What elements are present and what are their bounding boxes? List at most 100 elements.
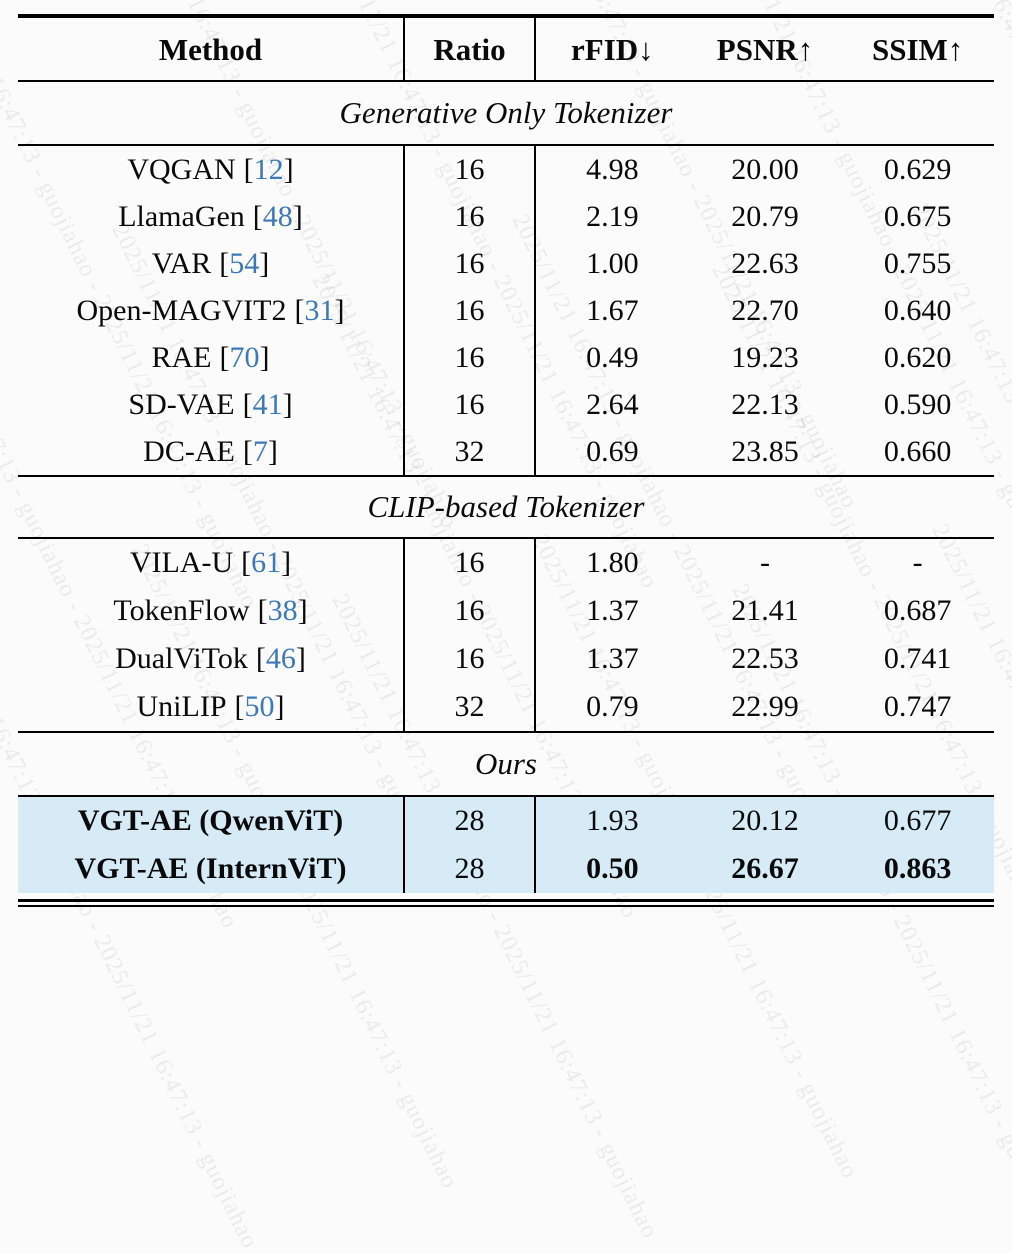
citation: [12] bbox=[243, 152, 294, 186]
citation-link[interactable]: 7 bbox=[252, 434, 268, 468]
table-header-row: Method Ratio rFID↓ PSNR↑ SSIM↑ bbox=[18, 18, 994, 80]
method-cell: SD-VAE [41] bbox=[18, 381, 403, 428]
rfid-value: 2.64 bbox=[586, 387, 639, 421]
psnr-value: 22.53 bbox=[731, 642, 799, 675]
method-name: DualViTok bbox=[115, 642, 248, 675]
citation: [46] bbox=[255, 642, 306, 675]
psnr-value: - bbox=[760, 546, 770, 579]
table-rule bbox=[18, 475, 994, 477]
psnr-value: 22.63 bbox=[731, 246, 799, 280]
citation-link[interactable]: 61 bbox=[251, 546, 282, 579]
method-name: VGT-AE (InternViT) bbox=[74, 852, 347, 885]
rfid-value: 1.80 bbox=[586, 546, 639, 579]
ratio-value: 16 bbox=[403, 635, 536, 683]
citation-link[interactable]: 54 bbox=[229, 246, 260, 280]
method-cell: VILA-U [61] bbox=[18, 539, 403, 587]
method-name: VILA-U bbox=[129, 546, 234, 579]
method-cell: RAE [70] bbox=[18, 334, 403, 381]
citation: [31] bbox=[294, 293, 345, 327]
ratio-value: 16 bbox=[403, 587, 536, 635]
table-row: DC-AE [7] 32 0.69 23.85 0.660 bbox=[18, 428, 994, 475]
psnr-value: 22.13 bbox=[731, 387, 799, 421]
citation-link[interactable]: 12 bbox=[253, 152, 284, 186]
rfid-value: 2.19 bbox=[586, 199, 639, 233]
psnr-value: 26.67 bbox=[731, 852, 799, 885]
section-title-ours: Ours bbox=[474, 746, 537, 781]
method-name: VGT-AE (QwenViT) bbox=[77, 804, 344, 837]
method-name: VQGAN bbox=[127, 152, 236, 186]
table-rule bbox=[18, 731, 994, 733]
ratio-value: 16 bbox=[403, 193, 536, 240]
citation-link[interactable]: 38 bbox=[267, 594, 298, 627]
ratio-value: 28 bbox=[403, 797, 536, 845]
rfid-value: 4.98 bbox=[586, 152, 639, 186]
ssim-value: 0.590 bbox=[883, 387, 952, 421]
citation: [41] bbox=[242, 387, 293, 421]
ssim-value: 0.620 bbox=[883, 340, 952, 374]
ratio-value: 32 bbox=[403, 683, 536, 731]
table-bottom-rule bbox=[18, 899, 994, 907]
psnr-value: 20.00 bbox=[731, 152, 799, 186]
col-header-psnr: PSNR↑ bbox=[716, 31, 814, 67]
ssim-value: 0.677 bbox=[883, 804, 952, 837]
table-row: VQGAN [12] 16 4.98 20.00 0.629 bbox=[18, 146, 994, 193]
citation-link[interactable]: 46 bbox=[265, 642, 296, 675]
citation-link[interactable]: 50 bbox=[244, 690, 275, 723]
table-row: SD-VAE [41] 16 2.64 22.13 0.590 bbox=[18, 381, 994, 428]
ssim-value: 0.629 bbox=[883, 152, 952, 186]
rfid-value: 1.93 bbox=[586, 804, 639, 837]
rfid-value: 1.00 bbox=[586, 246, 639, 280]
table-row: LlamaGen [48] 16 2.19 20.79 0.675 bbox=[18, 193, 994, 240]
citation-link[interactable]: 48 bbox=[262, 199, 293, 233]
ssim-value: 0.675 bbox=[883, 199, 952, 233]
method-name: Open-MAGVIT2 bbox=[76, 293, 287, 327]
col-header-method: Method bbox=[158, 31, 263, 67]
method-name: UniLIP bbox=[136, 690, 227, 723]
section-title-clip: CLIP-based Tokenizer bbox=[367, 489, 645, 524]
method-cell: VGT-AE (InternViT) bbox=[18, 845, 403, 893]
method-name: RAE bbox=[151, 340, 212, 374]
method-name: TokenFlow bbox=[113, 594, 250, 627]
citation: [38] bbox=[257, 594, 308, 627]
ssim-value: - bbox=[912, 546, 923, 579]
table-row-ours-internvit: VGT-AE (InternViT) 28 0.50 26.67 0.863 bbox=[18, 845, 994, 893]
rfid-value: 0.49 bbox=[586, 340, 639, 374]
table-row: DualViTok [46] 16 1.37 22.53 0.741 bbox=[18, 635, 994, 683]
method-name: VAR bbox=[151, 246, 212, 280]
method-cell: UniLIP [50] bbox=[18, 683, 403, 731]
table-row: RAE [70] 16 0.49 19.23 0.620 bbox=[18, 334, 994, 381]
col-header-rfid: rFID↓ bbox=[571, 31, 654, 67]
method-cell: TokenFlow [38] bbox=[18, 587, 403, 635]
ratio-value: 16 bbox=[403, 240, 536, 287]
psnr-value: 23.85 bbox=[731, 434, 799, 468]
citation-link[interactable]: 31 bbox=[304, 293, 335, 327]
table-row: Open-MAGVIT2 [31] 16 1.67 22.70 0.640 bbox=[18, 287, 994, 334]
citation: [48] bbox=[252, 199, 303, 233]
rfid-value: 1.37 bbox=[586, 642, 639, 675]
section-title-generative: Generative Only Tokenizer bbox=[339, 95, 673, 130]
psnr-value: 22.99 bbox=[731, 690, 799, 723]
col-header-ratio: Ratio bbox=[403, 18, 536, 80]
col-header-ssim: SSIM↑ bbox=[872, 31, 964, 67]
citation-link[interactable]: 70 bbox=[229, 340, 260, 374]
psnr-value: 20.79 bbox=[731, 199, 799, 233]
ssim-value: 0.640 bbox=[883, 293, 952, 327]
citation-link[interactable]: 41 bbox=[252, 387, 283, 421]
table-rule bbox=[18, 80, 994, 82]
method-cell: VGT-AE (QwenViT) bbox=[18, 797, 403, 845]
method-name: SD-VAE bbox=[128, 387, 235, 421]
table-rule bbox=[18, 795, 994, 797]
ratio-value: 16 bbox=[403, 287, 536, 334]
ssim-value: 0.755 bbox=[883, 246, 952, 280]
ssim-value: 0.741 bbox=[883, 642, 952, 675]
method-name: LlamaGen bbox=[118, 199, 245, 233]
table-row: TokenFlow [38] 16 1.37 21.41 0.687 bbox=[18, 587, 994, 635]
table-row: UniLIP [50] 32 0.79 22.99 0.747 bbox=[18, 683, 994, 731]
method-cell: VAR [54] bbox=[18, 240, 403, 287]
method-cell: DualViTok [46] bbox=[18, 635, 403, 683]
ratio-value: 32 bbox=[403, 428, 536, 475]
rfid-value: 1.37 bbox=[586, 594, 639, 627]
rfid-value: 0.50 bbox=[586, 852, 639, 885]
ssim-value: 0.660 bbox=[883, 434, 952, 468]
ratio-value: 16 bbox=[403, 334, 536, 381]
